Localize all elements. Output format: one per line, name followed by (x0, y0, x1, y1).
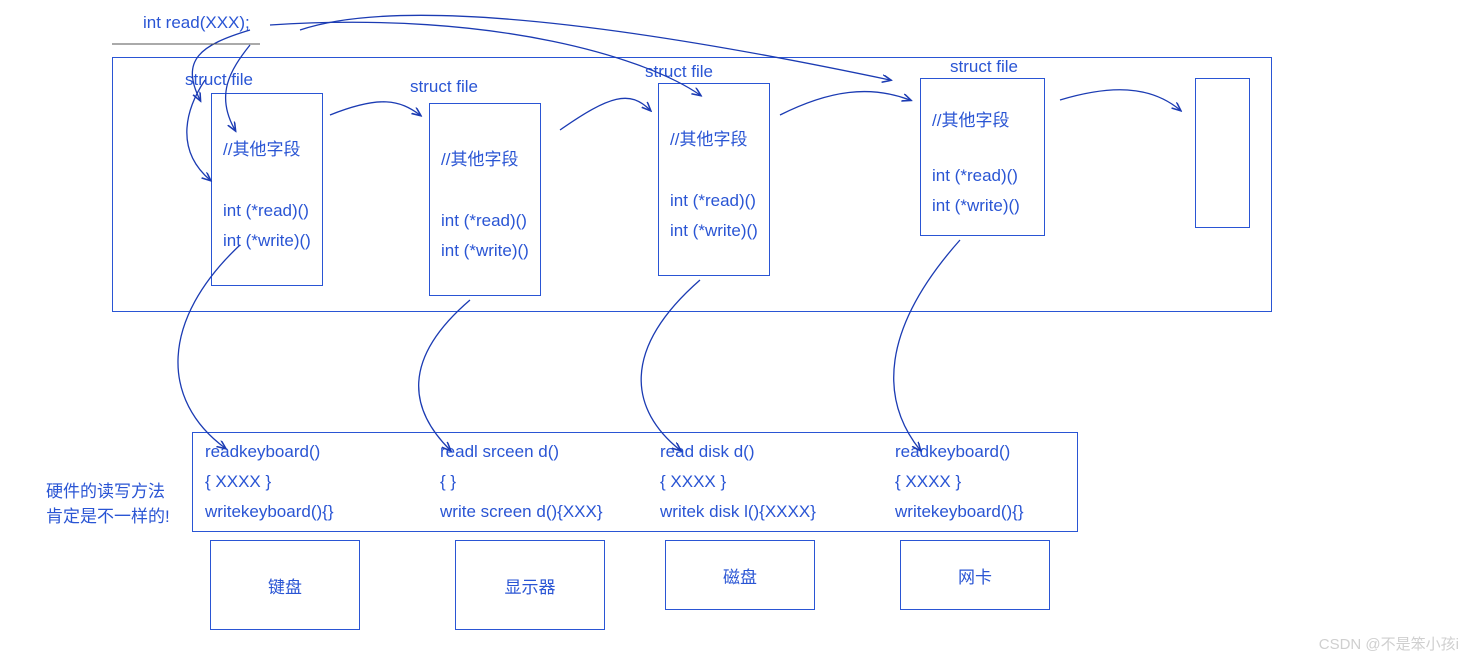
device-label: 键盘 (268, 573, 302, 598)
device-box: 磁盘 (665, 540, 815, 610)
device-box: 网卡 (900, 540, 1050, 610)
func-body: { XXXX } (895, 472, 961, 492)
struct-box (211, 93, 323, 286)
func-write: writekeyboard(){} (895, 502, 1024, 522)
struct-field-comment: //其他字段 (441, 145, 518, 170)
struct-title: struct file (185, 70, 253, 90)
struct-field-write: int (*write)() (932, 196, 1020, 216)
func-body: { } (440, 472, 456, 492)
extra-empty-box (1195, 78, 1250, 228)
struct-field-read: int (*read)() (223, 201, 309, 221)
device-label: 磁盘 (723, 563, 757, 588)
top-call-label: int read(XXX); (143, 13, 250, 33)
func-body: { XXXX } (205, 472, 271, 492)
struct-field-write: int (*write)() (670, 221, 758, 241)
hand-arrow (419, 300, 470, 450)
struct-field-comment: //其他字段 (670, 125, 747, 150)
struct-field-read: int (*read)() (441, 211, 527, 231)
func-write: write screen d(){XXX} (440, 502, 603, 522)
struct-box (658, 83, 770, 276)
watermark: CSDN @不是笨小孩i (1319, 633, 1459, 654)
hw-note-line1: 硬件的读写方法 (46, 477, 165, 502)
struct-box (429, 103, 541, 296)
struct-field-write: int (*write)() (441, 241, 529, 261)
func-read: readl srceen d() (440, 442, 559, 462)
device-label: 显示器 (505, 573, 556, 598)
device-box: 显示器 (455, 540, 605, 630)
struct-field-read: int (*read)() (932, 166, 1018, 186)
struct-title: struct file (410, 77, 478, 97)
hw-note-line2: 肯定是不一样的! (46, 502, 170, 527)
struct-title: struct file (950, 57, 1018, 77)
device-box: 键盘 (210, 540, 360, 630)
func-read: readkeyboard() (895, 442, 1010, 462)
func-read: read disk d() (660, 442, 754, 462)
struct-field-comment: //其他字段 (223, 135, 300, 160)
func-write: writekeyboard(){} (205, 502, 334, 522)
struct-field-write: int (*write)() (223, 231, 311, 251)
device-label: 网卡 (958, 563, 992, 588)
struct-title: struct file (645, 62, 713, 82)
struct-field-comment: //其他字段 (932, 106, 1009, 131)
func-body: { XXXX } (660, 472, 726, 492)
func-read: readkeyboard() (205, 442, 320, 462)
struct-field-read: int (*read)() (670, 191, 756, 211)
func-write: writek disk l(){XXXX} (660, 502, 816, 522)
